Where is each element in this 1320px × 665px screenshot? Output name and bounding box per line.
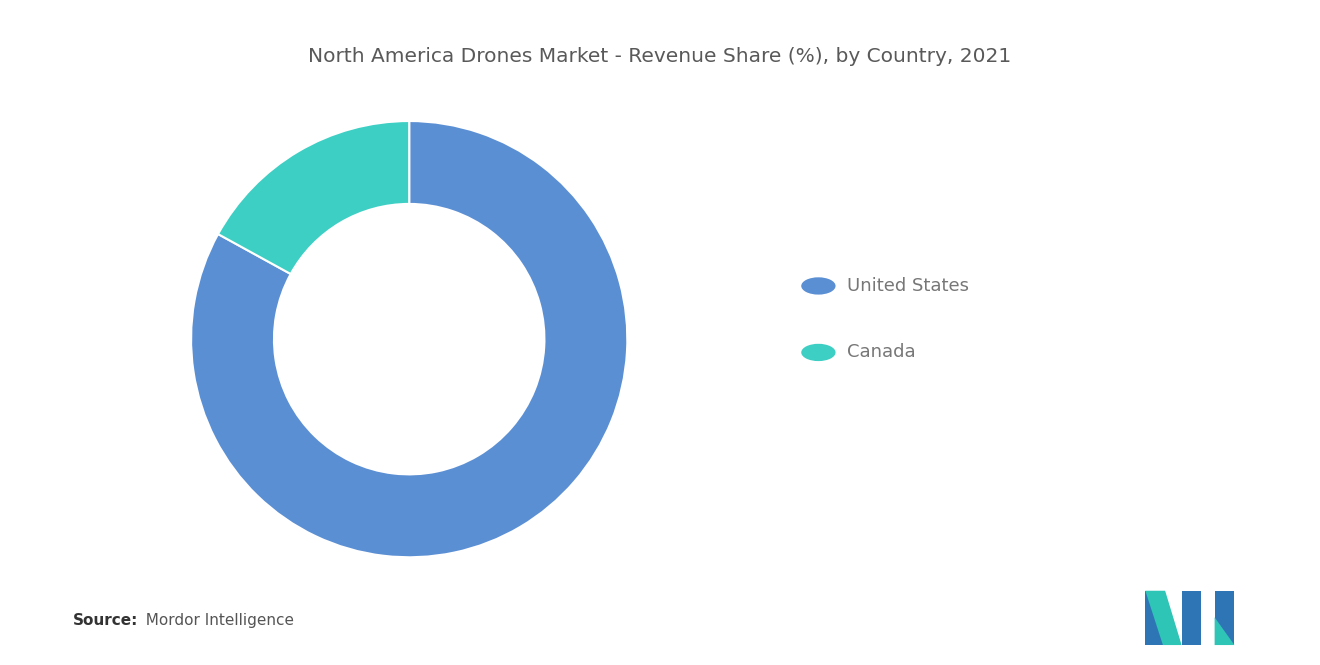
Polygon shape [1214, 617, 1234, 645]
Text: Canada: Canada [847, 343, 916, 362]
Wedge shape [191, 121, 627, 557]
Text: United States: United States [847, 277, 969, 295]
Text: Source:: Source: [73, 613, 139, 628]
Wedge shape [218, 121, 409, 274]
Text: North America Drones Market - Revenue Share (%), by Country, 2021: North America Drones Market - Revenue Sh… [309, 47, 1011, 66]
Polygon shape [1146, 591, 1181, 645]
Polygon shape [1146, 591, 1166, 645]
Polygon shape [1181, 591, 1201, 645]
Text: Mordor Intelligence: Mordor Intelligence [136, 613, 294, 628]
Polygon shape [1214, 591, 1234, 645]
